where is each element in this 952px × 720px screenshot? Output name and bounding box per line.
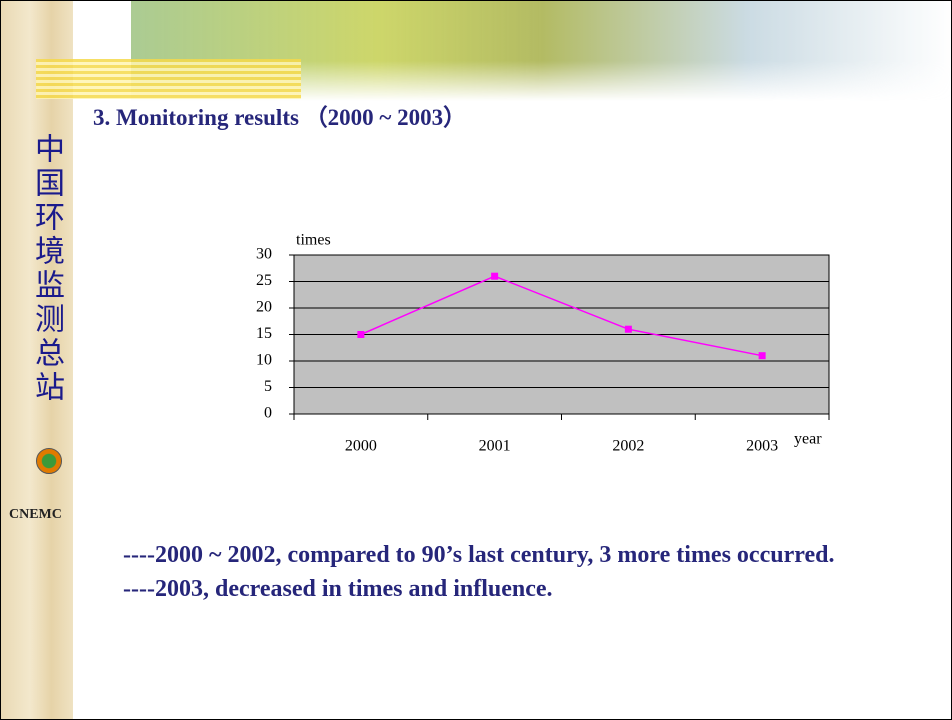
y-tick-label: 30 <box>256 246 272 263</box>
x-tick-label: 2001 <box>479 438 511 455</box>
banner-stripes <box>36 59 301 99</box>
y-tick-label: 15 <box>256 325 272 342</box>
x-axis-title: year <box>794 431 822 448</box>
logo <box>36 448 62 474</box>
bullet: ----2000 ~ 2002, compared to 90’s last c… <box>123 538 873 572</box>
point-marker <box>491 273 498 280</box>
x-tick-label: 2002 <box>612 438 644 455</box>
point-marker <box>625 326 632 333</box>
logo-text: CNEMC <box>9 507 62 523</box>
y-tick-label: 10 <box>256 352 272 369</box>
y-axis-title: times <box>296 232 331 249</box>
chart: 0 5 10 15 20 25 30 times year 2000 2001 2002 2003 <box>231 221 861 461</box>
sidebar: 中国环境监测总站 CNEMC <box>1 1 73 719</box>
y-tick-label: 20 <box>256 299 272 316</box>
y-tick-label: 0 <box>264 405 272 422</box>
x-tick-label: 2000 <box>345 438 377 455</box>
y-tick-label: 25 <box>256 272 272 289</box>
bullet: ----2003, decreased in times and influen… <box>123 572 873 606</box>
page-title: 3. Monitoring results （2000 ~ 2003） <box>93 98 466 132</box>
side-title: 中国环境监测总站 <box>26 133 66 405</box>
x-tick-label: 2003 <box>746 438 778 455</box>
point-marker <box>759 352 766 359</box>
point-marker <box>357 331 364 338</box>
slide: 中国环境监测总站 CNEMC 3. Monitoring results （20… <box>0 0 952 720</box>
y-tick-label: 5 <box>264 378 272 395</box>
bullet-list: ----2000 ~ 2002, compared to 90’s last c… <box>123 538 873 606</box>
